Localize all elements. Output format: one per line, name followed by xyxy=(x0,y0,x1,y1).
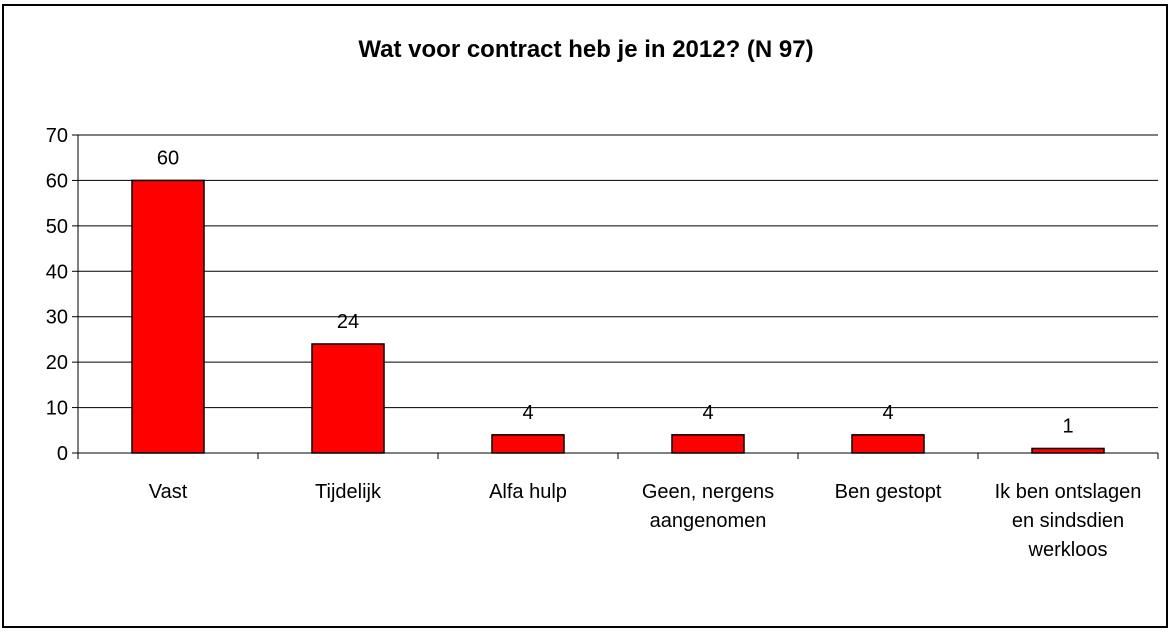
x-category-label: Ben gestopt xyxy=(834,481,942,503)
x-category-label: Vast xyxy=(148,481,188,503)
y-tick-label: 10 xyxy=(46,398,68,420)
bar xyxy=(491,434,565,454)
data-label: 60 xyxy=(157,147,179,169)
y-tick-label: 20 xyxy=(46,352,68,374)
y-tick-label: 0 xyxy=(57,443,68,465)
data-label: 24 xyxy=(337,311,359,333)
x-category-label: Tijdelijk xyxy=(315,481,381,503)
y-tick-label: 70 xyxy=(46,125,68,147)
y-tick-label: 60 xyxy=(46,170,68,192)
data-label: 1 xyxy=(1062,415,1073,437)
y-tick-label: 30 xyxy=(46,307,68,329)
bar xyxy=(671,434,745,454)
chart-title: Wat voor contract heb je in 2012? (N 97) xyxy=(358,36,814,63)
bar xyxy=(1031,447,1105,454)
bar xyxy=(131,179,205,454)
x-category-label: Alfa hulp xyxy=(489,481,567,503)
bar xyxy=(851,434,925,454)
y-tick-label: 40 xyxy=(46,261,68,283)
x-category-label: Ik ben ontslagen en sindsdien werkloos xyxy=(994,481,1142,561)
x-category-label: Geen, nergens aangenomen xyxy=(641,481,775,532)
data-label: 4 xyxy=(522,402,533,424)
bar xyxy=(311,343,385,454)
data-label: 4 xyxy=(882,402,893,424)
y-tick-label: 50 xyxy=(46,216,68,238)
data-label: 4 xyxy=(702,402,713,424)
